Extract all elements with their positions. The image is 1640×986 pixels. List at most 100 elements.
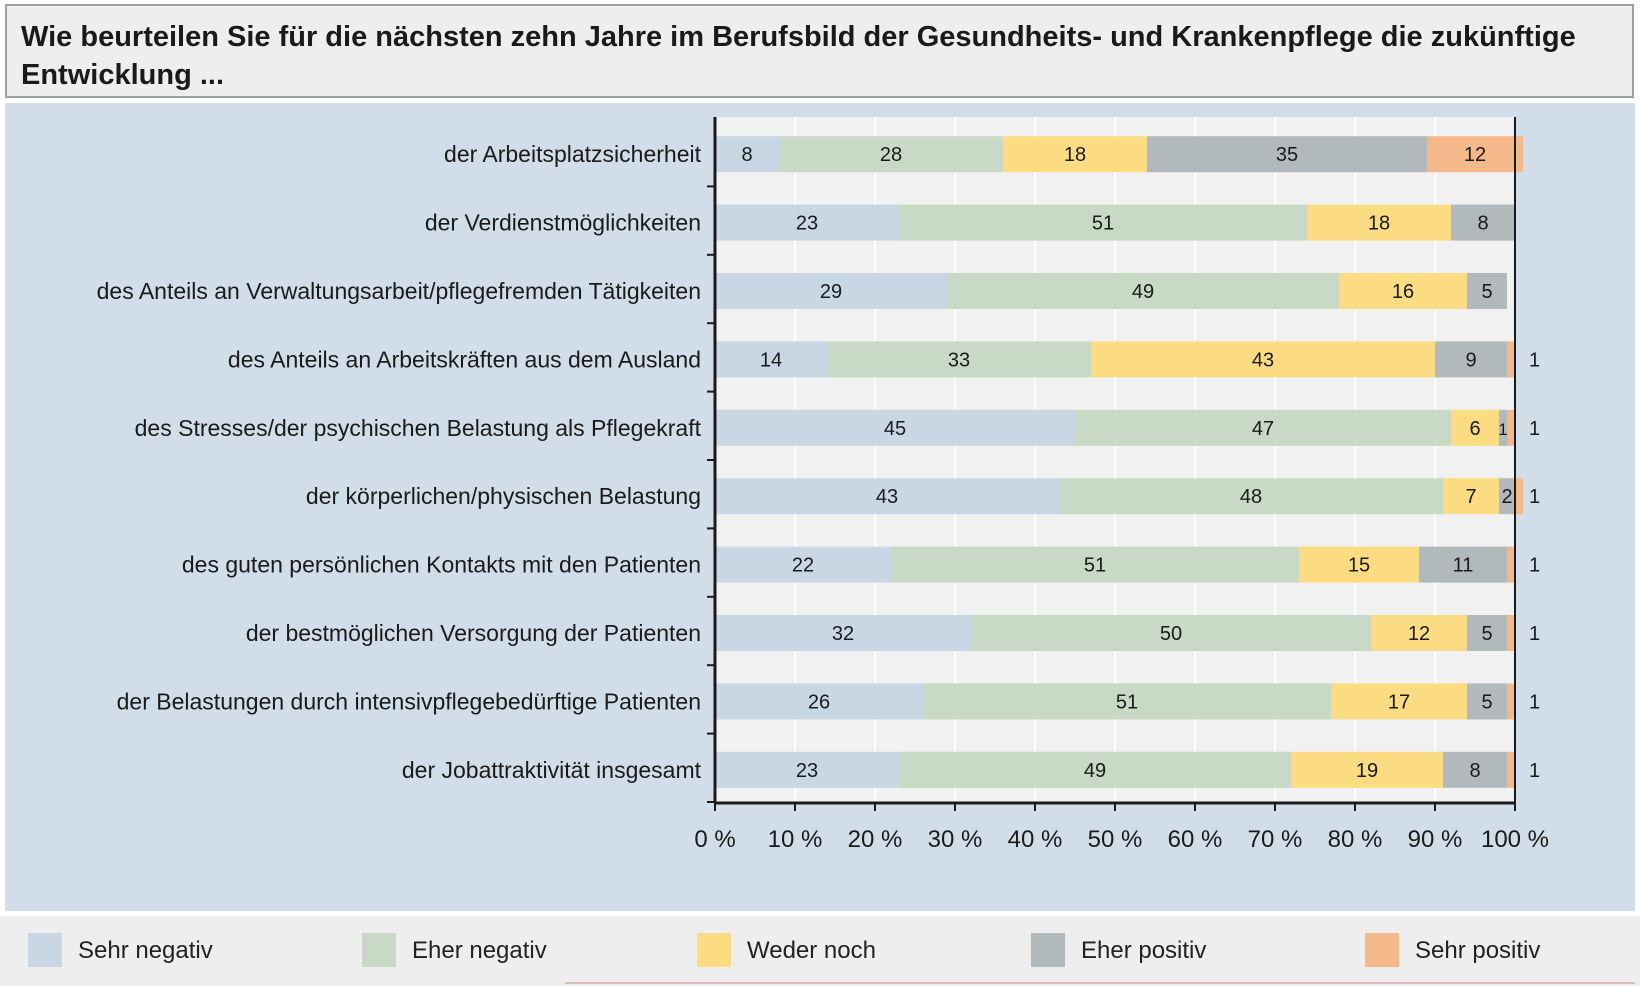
- bar-segment: [1467, 683, 1507, 720]
- bar-segment: [1443, 751, 1507, 788]
- bar-segment: [715, 136, 779, 173]
- bar-segment: [923, 683, 1331, 720]
- data-label: 51: [1084, 555, 1106, 577]
- bar-segment: [1059, 478, 1443, 515]
- data-label: 28: [880, 144, 902, 166]
- data-label: 1: [1498, 420, 1507, 439]
- category-label: des Anteils an Arbeitskräften aus dem Au…: [228, 346, 701, 372]
- data-label: 1: [1529, 760, 1540, 782]
- data-label: 14: [760, 349, 782, 371]
- legend-label: Sehr negativ: [78, 937, 213, 964]
- legend-label: Eher negativ: [412, 937, 547, 964]
- data-label: 45: [884, 418, 906, 440]
- category-label: der Belastungen durch intensivpflegebedü…: [117, 688, 701, 714]
- bar-segment: [1443, 478, 1499, 515]
- legend-swatch: [1365, 933, 1399, 967]
- bar-segment: [1507, 615, 1515, 651]
- bar-segment: [1427, 136, 1523, 173]
- x-tick-label: 50 %: [1088, 826, 1143, 853]
- title-box: Wie beurteilen Sie für die nächsten zehn…: [5, 4, 1634, 98]
- data-label: 18: [1368, 213, 1390, 235]
- bar-segment: [1507, 751, 1515, 788]
- bar-segment: [1307, 204, 1451, 241]
- bar-segment: [1507, 409, 1515, 446]
- bar-segment: [715, 341, 827, 378]
- data-label: 7: [1465, 486, 1476, 508]
- bar-segment: [715, 546, 891, 583]
- chart-title: Wie beurteilen Sie für die nächsten zehn…: [21, 21, 1576, 91]
- legend-label: Sehr positiv: [1415, 937, 1541, 964]
- data-label: 12: [1408, 623, 1430, 645]
- data-label: 9: [1465, 349, 1476, 371]
- data-label: 18: [1064, 144, 1086, 166]
- bar-segment: [1091, 341, 1435, 378]
- bar-segment: [1499, 478, 1515, 515]
- x-tick-label: 20 %: [848, 826, 903, 853]
- data-label: 11: [1453, 555, 1474, 577]
- data-label: 6: [1469, 418, 1480, 440]
- bar-segment: [779, 136, 1003, 173]
- bar-segment: [1467, 273, 1507, 309]
- data-label: 43: [876, 486, 898, 508]
- bar-segment: [899, 204, 1307, 241]
- bar-segment: [715, 751, 899, 788]
- data-label: 12: [1464, 144, 1486, 166]
- x-tick-label: 30 %: [928, 826, 983, 853]
- legend-swatch: [1031, 933, 1065, 967]
- data-label: 1: [1529, 418, 1540, 440]
- data-label: 19: [1356, 760, 1378, 782]
- bar-segment: [1299, 546, 1419, 583]
- bar-segment: [1419, 546, 1507, 583]
- bar-segment: [1435, 341, 1507, 378]
- bar-segment: [1339, 273, 1467, 309]
- bar-segment: [1371, 615, 1467, 651]
- data-label: 26: [808, 691, 830, 713]
- bar-segment: [1507, 546, 1515, 583]
- data-label: 1: [1529, 486, 1540, 508]
- bar-segment: [891, 546, 1299, 583]
- data-label: 5: [1481, 691, 1492, 713]
- bar-segment: [1451, 409, 1499, 446]
- data-label: 49: [1132, 281, 1154, 303]
- bar-segment: [715, 683, 923, 720]
- category-label: der bestmöglichen Versorgung der Patient…: [246, 620, 701, 646]
- category-label: der Verdienstmöglichkeiten: [425, 210, 701, 236]
- data-label: 16: [1392, 281, 1414, 303]
- data-label: 23: [796, 760, 818, 782]
- bar-segment: [971, 615, 1371, 651]
- bar-segment: [715, 615, 971, 651]
- data-label: 33: [948, 349, 970, 371]
- data-label: 32: [832, 623, 854, 645]
- data-label: 49: [1084, 760, 1106, 782]
- data-label: 15: [1348, 555, 1370, 577]
- data-label: 1: [1529, 555, 1540, 577]
- legend-swatch: [362, 933, 396, 967]
- legend-label: Eher positiv: [1081, 937, 1207, 964]
- bar-segment: [1507, 341, 1515, 378]
- data-label: 23: [796, 213, 818, 235]
- data-label: 47: [1252, 418, 1274, 440]
- data-label: 1: [1529, 691, 1540, 713]
- data-label: 5: [1481, 623, 1492, 645]
- bar-segment: [1075, 409, 1451, 446]
- data-label: 17: [1388, 691, 1410, 713]
- category-label: der Jobattraktivität insgesamt: [402, 757, 702, 783]
- data-label: 43: [1252, 349, 1274, 371]
- category-label: des guten persönlichen Kontakts mit den …: [182, 552, 701, 578]
- data-label: 35: [1276, 144, 1298, 166]
- x-tick-label: 10 %: [768, 826, 823, 853]
- data-label: 8: [1469, 760, 1480, 782]
- bar-segment: [715, 478, 1059, 515]
- data-label: 8: [741, 144, 752, 166]
- bar-segment: [1291, 751, 1443, 788]
- data-label: 1: [1529, 349, 1540, 371]
- bar-segment: [899, 751, 1291, 788]
- bar-segment: [1003, 136, 1147, 173]
- x-tick-label: 80 %: [1328, 826, 1383, 853]
- x-tick-label: 0 %: [694, 826, 735, 853]
- category-label: des Stresses/der psychischen Belastung a…: [135, 415, 702, 441]
- data-label: 2: [1501, 486, 1512, 508]
- bar-segment: [1507, 683, 1515, 720]
- bar-segment: [827, 341, 1091, 378]
